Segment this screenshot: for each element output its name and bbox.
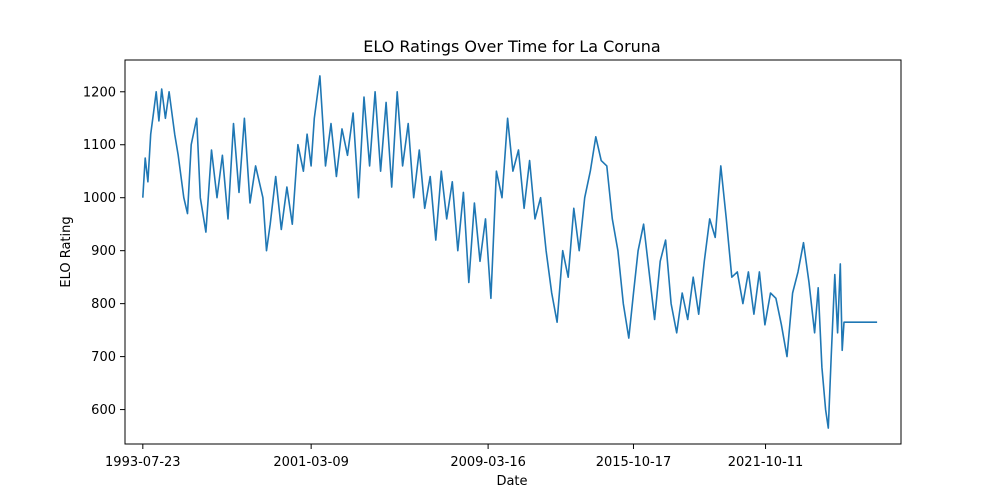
y-tick-label: 700 <box>91 350 116 365</box>
y-tick-label: 1200 <box>83 85 116 100</box>
x-tick-label: 2001-03-09 <box>273 455 349 470</box>
plot-area <box>142 75 878 429</box>
x-tick-label: 2015-10-17 <box>596 455 672 470</box>
y-tick-label: 900 <box>91 244 116 259</box>
x-axis-label: Date <box>496 474 527 489</box>
series-line-elo <box>142 75 878 429</box>
x-tick-label: 1993-07-23 <box>105 455 181 470</box>
x-axis-ticks: 1993-07-23 2001-03-09 2009-03-16 2015-10-17… <box>105 444 803 470</box>
x-tick-label: 2009-03-16 <box>450 455 526 470</box>
axes-frame <box>124 59 902 445</box>
y-tick-label: 1100 <box>83 138 116 153</box>
y-axis-ticks: 600 700 800 900 1000 1100 1200 <box>83 85 125 418</box>
x-tick-label: 2021-10-11 <box>728 455 804 470</box>
y-tick-label: 800 <box>91 297 116 312</box>
chart-title: ELO Ratings Over Time for La Coruna <box>363 37 660 56</box>
y-tick-label: 600 <box>91 403 116 418</box>
y-tick-label: 1000 <box>83 191 116 206</box>
y-axis-label: ELO Rating <box>59 216 74 287</box>
